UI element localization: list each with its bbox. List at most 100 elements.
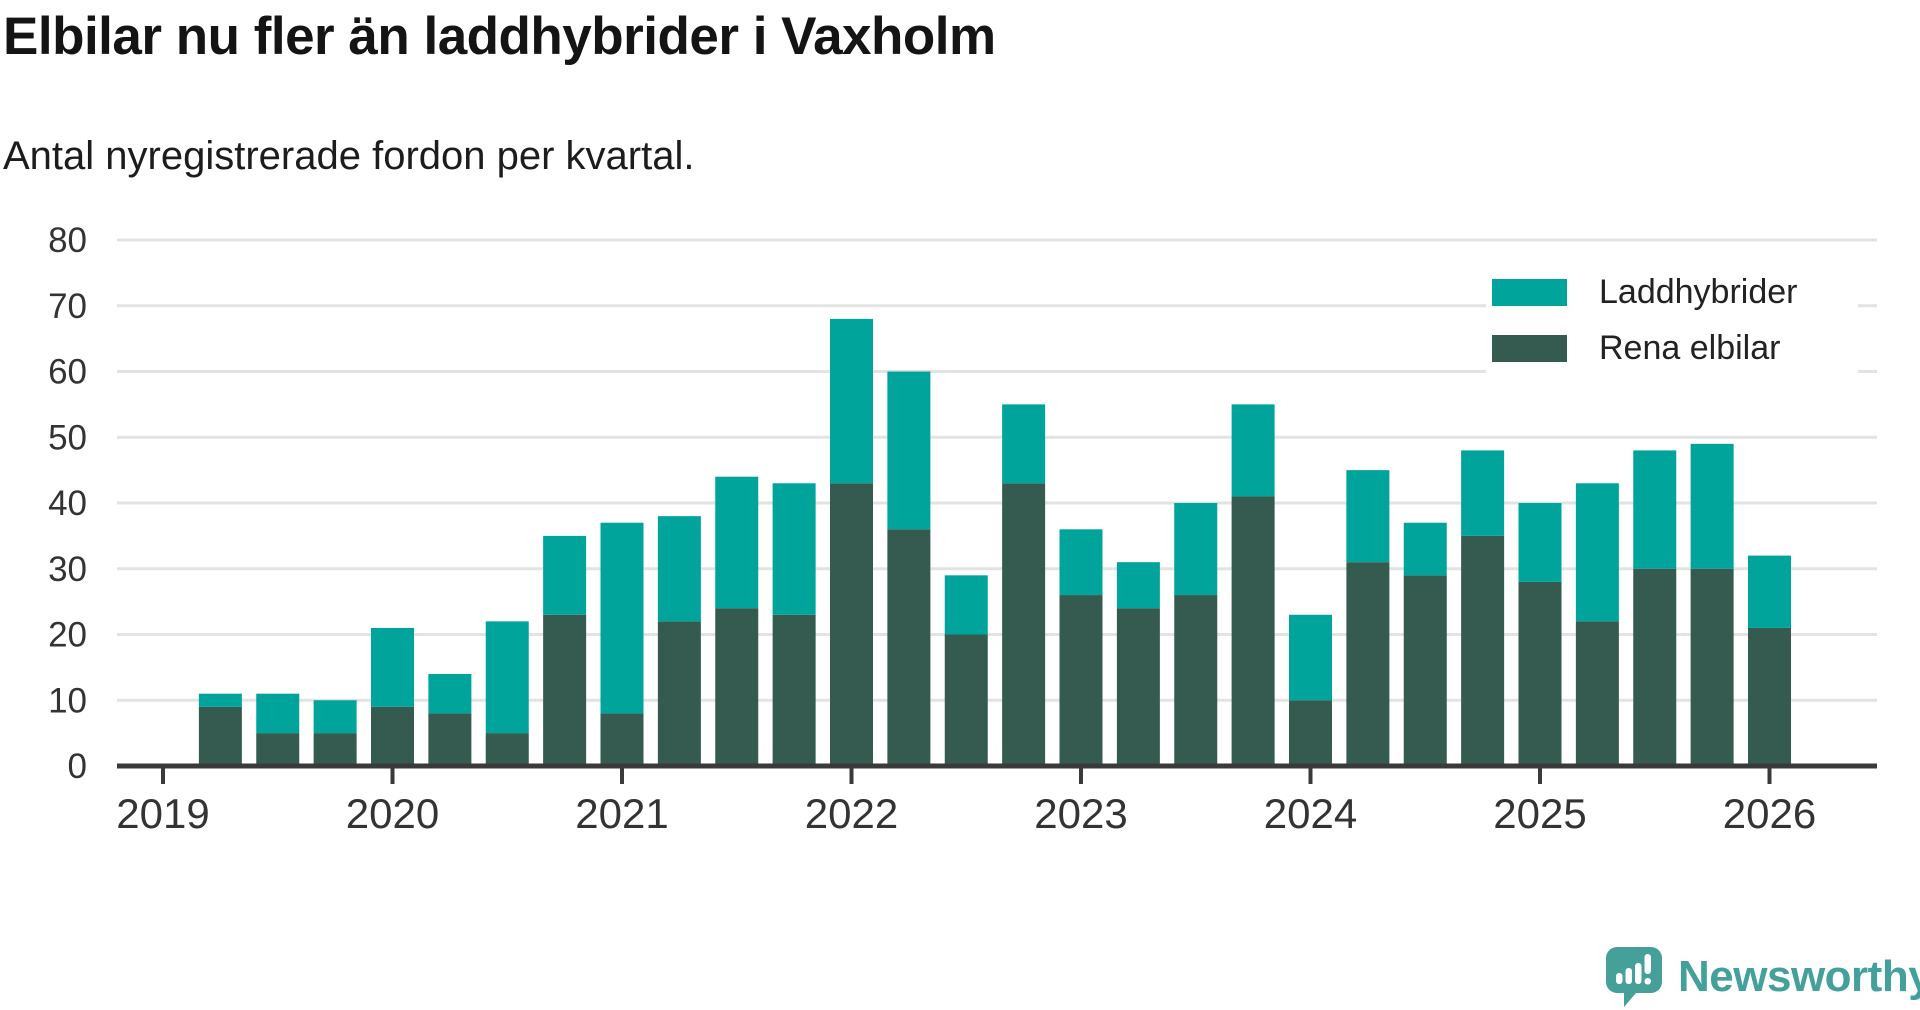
bar-2024-q3-rena-elbilar	[1403, 575, 1447, 766]
bar-2024-q4-laddhybrider	[1461, 450, 1505, 536]
y-tick-label-80: 80	[48, 221, 87, 260]
bar-2020-q3-laddhybrider	[485, 621, 529, 734]
bar-2022-q4-laddhybrider	[1002, 404, 1046, 484]
x-tick-label-2025: 2025	[1493, 790, 1586, 837]
legend-swatch-rena-elbilar	[1492, 335, 1567, 362]
bar-2024-q2-laddhybrider	[1346, 470, 1390, 563]
gridline-60	[117, 370, 1877, 373]
bar-2026-q1-laddhybrider	[1748, 555, 1791, 628]
bar-2025-q4-laddhybrider	[1690, 443, 1734, 569]
bar-2021-q4-laddhybrider	[772, 483, 816, 615]
bar-2024-q2-rena-elbilar	[1346, 562, 1390, 766]
y-tick-label-70: 70	[48, 287, 87, 326]
bar-2019-q3-laddhybrider	[256, 693, 300, 734]
bar-2019-q4-laddhybrider	[313, 700, 357, 734]
bar-2020-q3-rena-elbilar	[485, 733, 529, 766]
bar-2026-q1-rena-elbilar	[1748, 627, 1791, 766]
bar-2021-q1-rena-elbilar	[600, 713, 644, 766]
bar-2020-q4-laddhybrider	[543, 535, 587, 615]
x-axis: 2019 2020 2021 2022 2023 2024 2025 2026	[116, 763, 1877, 837]
legend-swatch-laddhybrider	[1492, 279, 1567, 306]
bar-2022-q2-rena-elbilar	[887, 529, 931, 766]
bar-2023-q1-laddhybrider	[1059, 529, 1103, 596]
year-tick-2024	[1308, 766, 1313, 784]
bar-2024-q1-laddhybrider	[1289, 614, 1332, 701]
gridline-10	[117, 698, 1877, 702]
bar-2021-q3-rena-elbilar	[715, 608, 759, 766]
bar-2022-q3-rena-elbilar	[944, 634, 988, 766]
y-tick-label-40: 40	[48, 484, 87, 523]
x-tick-label-2024: 2024	[1264, 790, 1357, 837]
bar-2024-q4-rena-elbilar	[1461, 535, 1505, 766]
y-tick-label-10: 10	[48, 681, 87, 720]
bar-2022-q1-rena-elbilar	[830, 483, 873, 766]
bar-2020-q4-rena-elbilar	[543, 614, 587, 766]
gridline-40	[117, 501, 1877, 505]
bar-2021-q2-laddhybrider	[657, 516, 701, 622]
gridline-50	[117, 435, 1877, 439]
bar-2025-q2-laddhybrider	[1575, 483, 1619, 622]
x-tick-label-2021: 2021	[575, 790, 668, 837]
bar-2020-q1-laddhybrider	[371, 627, 414, 707]
gridline-30	[117, 567, 1877, 571]
x-tick-label-2022: 2022	[805, 790, 898, 837]
bar-2023-q2-rena-elbilar	[1116, 608, 1160, 766]
bar-2023-q4-laddhybrider	[1231, 404, 1275, 497]
bar-2021-q4-rena-elbilar	[772, 614, 816, 766]
bar-2022-q4-rena-elbilar	[1002, 483, 1046, 766]
y-tick-label-0: 0	[68, 747, 87, 786]
chart-subtitle: Antal nyregistrerade fordon per kvartal.	[3, 134, 695, 178]
bars-group	[198, 318, 1791, 766]
bar-2024-q3-laddhybrider	[1403, 522, 1447, 576]
bar-2020-q1-rena-elbilar	[371, 706, 414, 766]
bar-2019-q4-rena-elbilar	[313, 733, 357, 766]
bar-2022-q1-laddhybrider	[830, 318, 873, 484]
year-tick-2026	[1767, 766, 1772, 784]
bar-2023-q4-rena-elbilar	[1231, 496, 1275, 766]
legend: Laddhybrider Rena elbilar	[1486, 266, 1858, 375]
bar-2021-q2-rena-elbilar	[657, 621, 701, 766]
x-tick-label-2026: 2026	[1723, 790, 1816, 837]
x-axis-line	[117, 763, 1877, 769]
year-tick-2023	[1079, 766, 1083, 784]
x-tick-label-2019: 2019	[116, 790, 209, 837]
bar-2025-q1-rena-elbilar	[1518, 581, 1562, 766]
year-tick-2019	[161, 766, 165, 784]
year-tick-2022	[849, 766, 854, 784]
bar-2025-q3-laddhybrider	[1633, 450, 1677, 569]
legend-label-laddhybrider: Laddhybrider	[1599, 273, 1798, 311]
bar-2025-q1-laddhybrider	[1518, 503, 1562, 582]
bar-2023-q3-laddhybrider	[1174, 503, 1218, 596]
legend-label-rena-elbilar: Rena elbilar	[1599, 329, 1781, 367]
gridline-70	[117, 304, 1877, 308]
legend-item-laddhybrider: Laddhybrider	[1486, 266, 1858, 319]
bar-2023-q1-rena-elbilar	[1059, 595, 1103, 766]
y-tick-label-30: 30	[48, 550, 87, 589]
x-tick-label-2023: 2023	[1034, 790, 1127, 837]
bar-2019-q2-rena-elbilar	[198, 706, 242, 766]
bar-2025-q3-rena-elbilar	[1633, 568, 1677, 766]
gridline-20	[117, 633, 1877, 636]
bar-2020-q2-laddhybrider	[428, 673, 472, 714]
bar-2023-q2-laddhybrider	[1116, 562, 1160, 609]
x-tick-label-2020: 2020	[346, 790, 439, 837]
year-tick-2021	[620, 766, 624, 784]
y-gridlines	[117, 238, 1877, 702]
bar-2021-q3-laddhybrider	[715, 476, 759, 609]
year-tick-2025	[1538, 766, 1542, 784]
newsworthy-icon	[1606, 947, 1662, 1007]
legend-item-rena-elbilar: Rena elbilar	[1486, 322, 1858, 375]
y-tick-label-50: 50	[48, 418, 87, 457]
newsworthy-logo: Newsworthy	[1605, 946, 1920, 1008]
chart-title: Elbilar nu fler än laddhybrider i Vaxhol…	[3, 7, 996, 66]
bar-2019-q3-rena-elbilar	[256, 733, 300, 766]
bar-2021-q1-laddhybrider	[600, 522, 644, 714]
y-tick-label-20: 20	[48, 616, 87, 655]
bar-2025-q2-rena-elbilar	[1575, 621, 1619, 766]
bar-2022-q3-laddhybrider	[944, 575, 988, 635]
bar-2020-q2-rena-elbilar	[428, 713, 472, 766]
y-tick-labels: 0 10 20 30 40 50 60 70 80	[48, 221, 87, 786]
newsworthy-wordmark: Newsworthy	[1678, 952, 1920, 1001]
